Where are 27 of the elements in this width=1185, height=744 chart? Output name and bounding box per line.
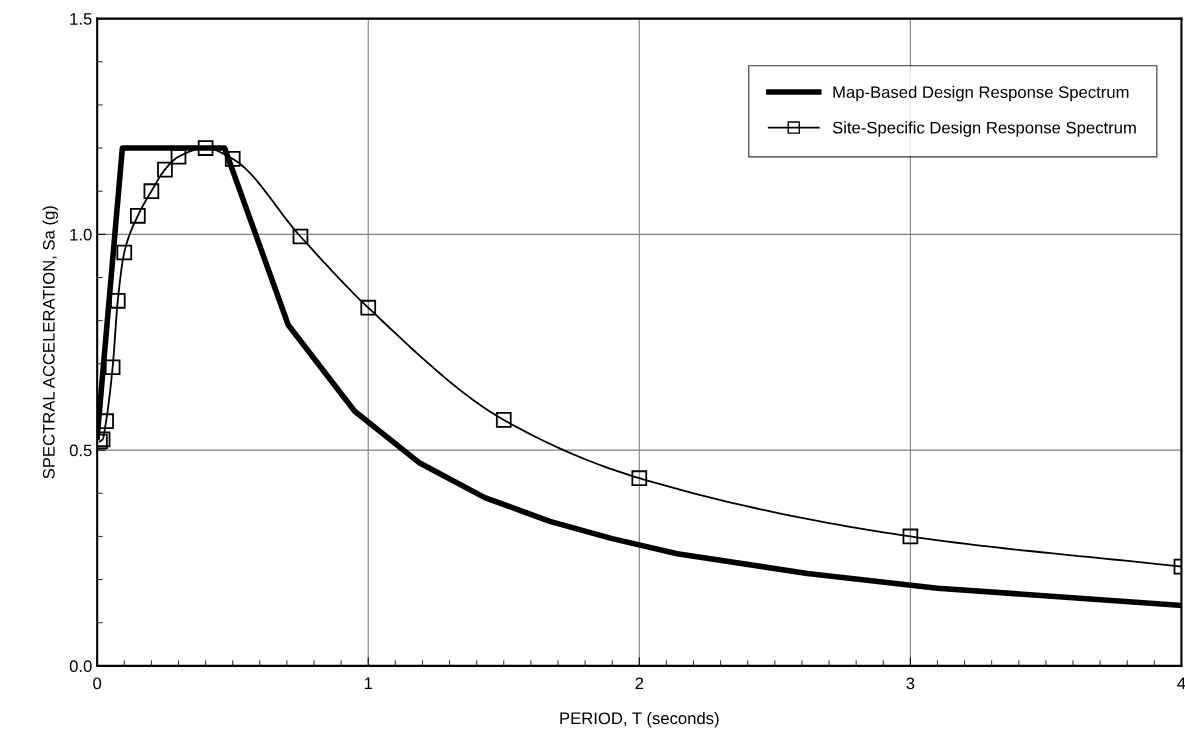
x-tick-label: 3: [906, 677, 915, 690]
point: [224, 150, 241, 167]
point: [116, 244, 133, 261]
point: [902, 528, 919, 545]
point: [197, 140, 214, 156]
point: [631, 470, 648, 487]
x-tick-label: 2: [635, 677, 644, 690]
point: [170, 148, 187, 165]
y-tick-label: 0.5: [69, 444, 92, 457]
x-tick-label: 0: [93, 677, 102, 690]
y-tick-label: 0.0: [69, 660, 92, 673]
y-tick-label: 1.5: [70, 13, 92, 25]
point: [157, 161, 173, 178]
x-tick-label: 1: [364, 677, 373, 690]
point: [109, 292, 126, 309]
point: [292, 228, 309, 245]
point: [360, 299, 377, 316]
point: [129, 207, 146, 224]
point: [495, 412, 512, 428]
x-tick-label: 4: [1177, 677, 1185, 690]
legend-label: Map-Based Design Response Spectrum: [833, 85, 1129, 102]
x-axis-title: PERIOD, T (seconds): [560, 711, 719, 728]
legend-label: Site-Specific Design Response Spectrum: [832, 121, 1136, 137]
point: [104, 359, 121, 376]
y-axis-title: SPECTRAL ACCELERATION, Sa (g): [42, 206, 59, 479]
point: [143, 183, 160, 200]
y-tick-label: 1.0: [70, 228, 92, 241]
